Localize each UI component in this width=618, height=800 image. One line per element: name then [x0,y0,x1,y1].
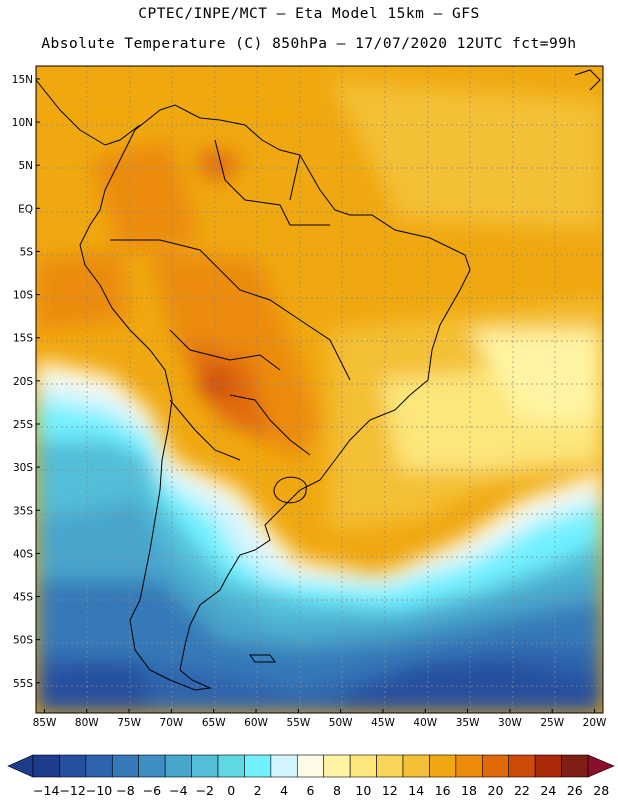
lon-tick-label: 30W [498,717,522,729]
colorbar-swatch [429,754,457,778]
colorbar-label: −2 [196,783,214,798]
lat-tick-label: 20S [13,376,33,388]
lon-tick-label: 45W [371,717,395,729]
lat-tick-label: EQ [18,203,33,215]
lat-tick-label: 5N [18,160,33,172]
colorbar-swatch [349,754,377,778]
colorbar-label: 22 [514,783,530,798]
lon-tick-label: 80W [75,717,99,729]
colorbar-label: −12 [59,783,85,798]
colorbar-swatch [59,754,87,778]
colorbar-label: 10 [355,783,371,798]
colorbar-swatch [376,754,404,778]
latitude-axis: 15N 10N 5N EQ 5S 10S 15S 20S 25S 30S 35S 40S 45S 50S 5… [12,74,40,690]
lat-tick-label: 50S [13,635,33,647]
lon-tick-label: 85W [33,717,57,729]
colorbar-swatch [402,754,430,778]
colorbar-swatch [32,754,60,778]
colorbar-label: 6 [307,783,315,798]
lon-tick-label: 65W [202,717,226,729]
coastlines [36,69,601,691]
lon-tick-label: 20W [583,717,607,729]
lon-tick-label: 55W [286,717,310,729]
colorbar-swatch [534,754,562,778]
lon-tick-label: 35W [456,717,480,729]
colorbar: −14 −12 −10 −8 −6 −4 −2 0 2 4 6 8 10 12 14 16 18 20 22 24 26… [7,754,615,798]
lat-tick-label: 40S [13,548,33,560]
colorbar-min-arrow [7,754,34,778]
colorbar-swatch [244,754,272,778]
colorbar-label: −4 [169,783,187,798]
colorbar-swatch [323,754,351,778]
colorbar-label: 16 [435,783,451,798]
colorbar-label: −8 [116,783,134,798]
lat-tick-label: 25S [13,419,33,431]
lon-tick-label: 40W [413,717,437,729]
lon-tick-label: 60W [244,717,268,729]
chart-title-line-1: CPTEC/INPE/MCT – Eta Model 15km – GFS [138,6,480,22]
colorbar-max-arrow [587,754,615,778]
colorbar-swatch [296,754,325,778]
chart-title-line-2: Absolute Temperature (C) 850hPa – 17/07/… [41,36,577,52]
colorbar-swatch [455,754,483,778]
colorbar-swatch [111,754,140,778]
colorbar-label: 24 [540,783,556,798]
colorbar-label: 20 [488,783,504,798]
colorbar-label: 14 [408,783,424,798]
colorbar-swatch [508,754,536,778]
lat-tick-label: 55S [13,678,33,690]
lat-tick-label: 45S [13,592,33,604]
colorbar-label: 8 [333,783,341,798]
colorbar-swatch [85,754,113,778]
lat-tick-label: 5S [20,246,34,258]
colorbar-label: 2 [254,783,262,798]
colorbar-label: 0 [227,783,235,798]
colorbar-label: −14 [33,783,59,798]
lon-tick-label: 50W [329,717,353,729]
colorbar-label: 28 [593,783,609,798]
lat-tick-label: 10S [13,290,33,302]
colorbar-label: 26 [567,783,583,798]
lat-tick-label: 30S [13,462,33,474]
colorbar-swatch [164,754,192,778]
temperature-field [36,66,603,713]
lon-tick-label: 70W [160,717,184,729]
colorbar-swatch [481,754,510,778]
colorbar-swatch [191,754,219,778]
colorbar-swatch [217,754,245,778]
colorbar-label: −6 [143,783,161,798]
colorbar-label: 18 [461,783,477,798]
colorbar-label: 12 [382,783,398,798]
lon-tick-label: 75W [117,717,141,729]
lat-tick-label: 35S [13,505,33,517]
map-frame [35,65,604,714]
colorbar-swatch [270,754,298,778]
lat-tick-label: 15S [13,333,33,345]
colorbar-label: 4 [280,783,288,798]
lat-tick-label: 10N [12,117,33,129]
colorbar-label: −10 [86,783,112,798]
lon-tick-label: 25W [540,717,564,729]
longitude-axis: 85W 80W 75W 70W 65W 60W 55W 50W 45W 40W 35W 30W 25W 2… [33,709,607,729]
colorbar-swatch [138,754,166,778]
colorbar-swatch [561,754,589,778]
lat-tick-label: 15N [12,74,33,86]
